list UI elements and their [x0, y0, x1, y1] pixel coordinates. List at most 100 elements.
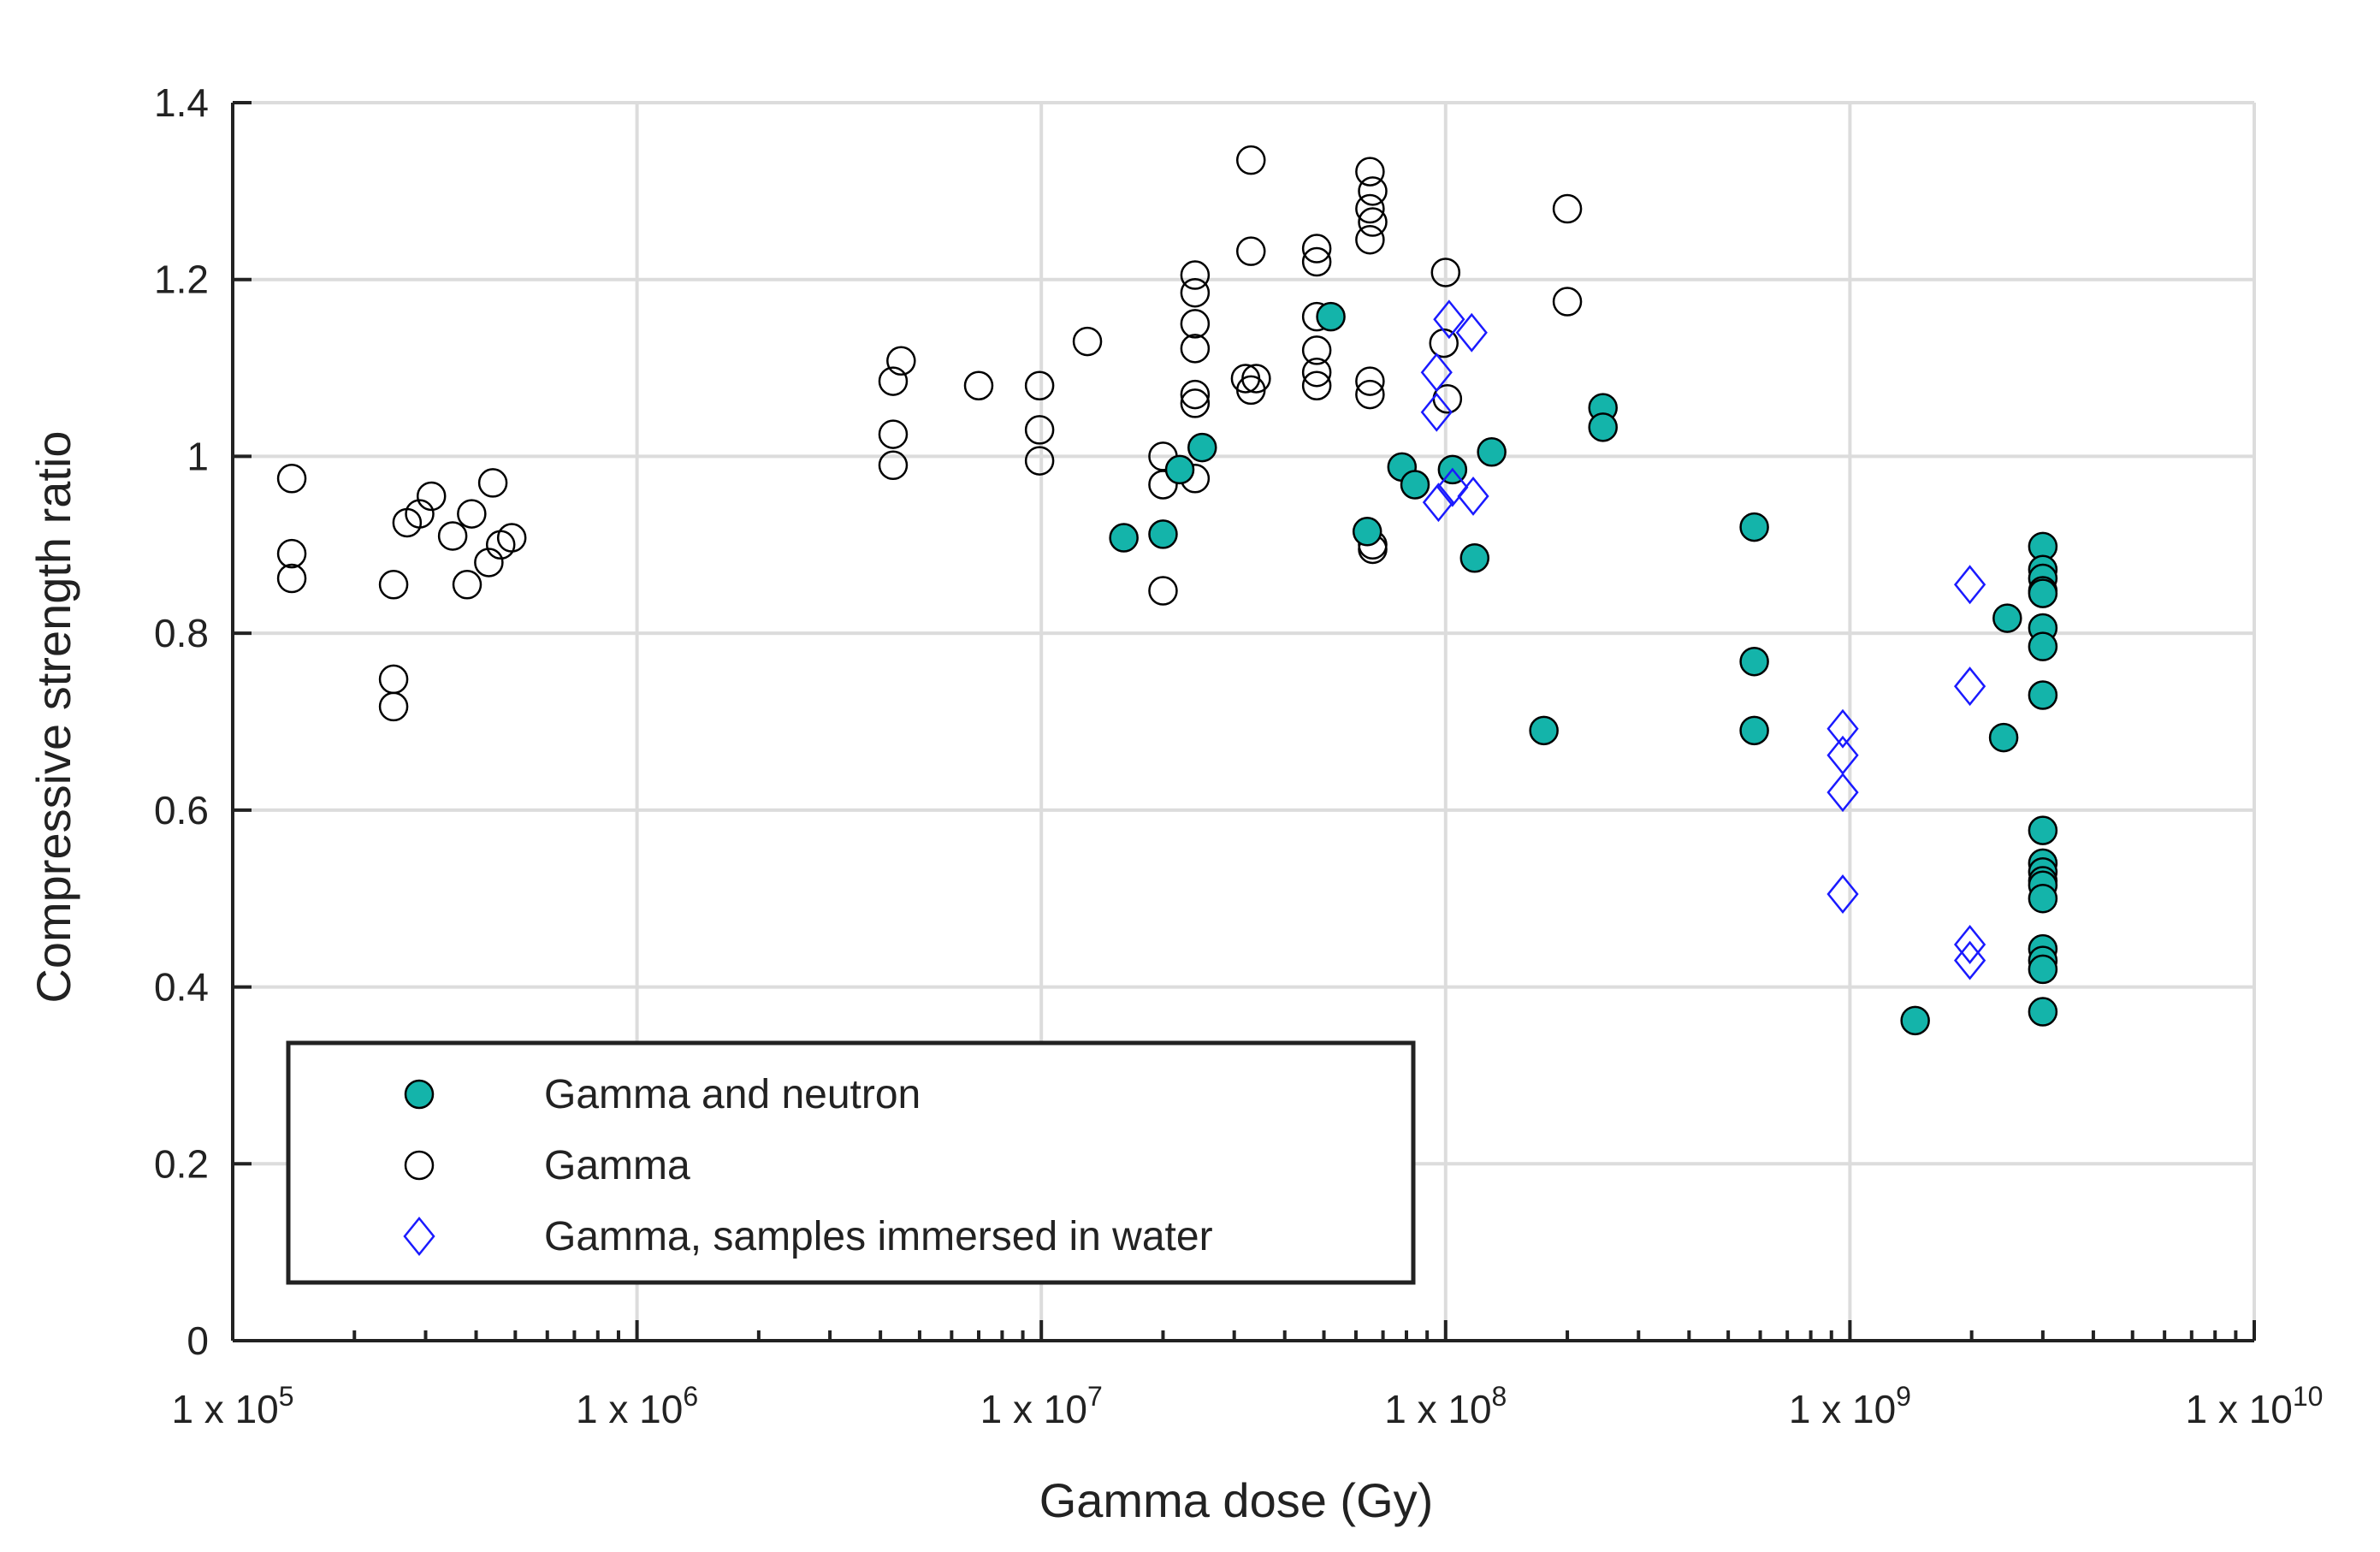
data-point [1164, 454, 1195, 485]
legend-marker [404, 1150, 435, 1181]
data-point [1358, 207, 1388, 237]
data-point [1301, 234, 1332, 264]
data-point [963, 370, 994, 400]
x-tick-label: 1 x 107 [980, 1381, 1103, 1431]
data-point [1739, 512, 1769, 542]
legend-label: Gamma, samples immersed in water [544, 1214, 1213, 1259]
data-points [276, 145, 2058, 1036]
data-point [1072, 326, 1103, 357]
data-point [878, 366, 909, 396]
data-point [1148, 470, 1178, 500]
data-point [1953, 666, 1986, 707]
y-tick-label: 0.2 [154, 1141, 209, 1186]
axes [231, 101, 2256, 1342]
data-point [1433, 299, 1465, 340]
data-point [378, 691, 409, 722]
y-tick-label: 0.6 [154, 788, 209, 832]
data-point [477, 468, 508, 498]
series-gamma-and-neutron [1109, 301, 2058, 1036]
data-point [1180, 334, 1211, 364]
x-tick-label: 1 x 105 [171, 1381, 293, 1431]
data-point [457, 499, 487, 529]
data-point [1235, 236, 1266, 266]
data-point [1301, 370, 1332, 400]
data-point [2028, 631, 2058, 661]
data-point [1953, 924, 1986, 964]
data-point [878, 419, 909, 449]
data-point [1355, 224, 1385, 255]
data-point [1358, 176, 1388, 206]
legend: Gamma and neutron Gamma Gamma, samples imm… [286, 1040, 1416, 1285]
data-point [1739, 646, 1769, 677]
y-tick-label: 0.8 [154, 611, 209, 655]
data-point [1826, 708, 1859, 749]
data-point [1992, 603, 2022, 633]
legend-marker [403, 1217, 435, 1256]
grid-lines [231, 101, 2256, 1342]
data-point [1826, 773, 1859, 813]
x-tick-label: 1 x 109 [1789, 1381, 1911, 1431]
data-point [1109, 523, 1139, 553]
data-point [1459, 543, 1490, 573]
data-point [1235, 375, 1266, 406]
data-point [1355, 157, 1385, 187]
data-point [1400, 470, 1430, 500]
y-tick-label: 0.4 [154, 965, 209, 1010]
data-point [1301, 246, 1332, 277]
data-point [1420, 392, 1453, 432]
data-point [1457, 476, 1489, 516]
data-point [1024, 370, 1055, 400]
data-point [2028, 883, 2058, 914]
data-point [1455, 312, 1488, 352]
x-tick-label: 1 x 1010 [2186, 1381, 2324, 1431]
data-point [437, 521, 468, 551]
data-point [1529, 715, 1559, 746]
y-tick-label: 1 [186, 434, 209, 478]
data-point [1301, 335, 1332, 365]
data-point [1477, 437, 1507, 467]
data-point [1552, 193, 1583, 224]
x-tick-label: 1 x 106 [576, 1381, 698, 1431]
data-point [1024, 415, 1055, 445]
data-point [405, 499, 435, 529]
data-point [452, 570, 483, 600]
data-point [1180, 260, 1211, 290]
data-point [378, 570, 409, 600]
data-point [1739, 715, 1769, 746]
y-tick-label: 0 [186, 1318, 209, 1363]
data-point [2028, 954, 2058, 985]
data-point [2028, 680, 2058, 710]
data-point [1430, 258, 1461, 287]
x-tick-label: 1 x 108 [1384, 1381, 1507, 1431]
data-point [1148, 519, 1178, 549]
data-point [1422, 483, 1455, 523]
data-point [2028, 997, 2058, 1027]
series-gamma-samples-immersed-in-water [1420, 299, 1986, 980]
y-tick-label: 1.2 [154, 258, 209, 302]
data-point [1355, 366, 1385, 396]
data-point [1148, 576, 1178, 606]
data-point [1588, 412, 1618, 442]
data-point [1024, 446, 1055, 476]
data-point [886, 346, 916, 376]
legend-marker [404, 1079, 435, 1110]
data-point [1953, 565, 1986, 605]
data-point [1953, 940, 1986, 980]
data-point [496, 523, 527, 553]
legend-box [286, 1040, 1416, 1285]
data-point [1826, 874, 1859, 915]
series-gamma [276, 145, 1583, 722]
legend-label: Gamma and neutron [544, 1072, 921, 1117]
data-point [2028, 578, 2058, 608]
data-point [276, 563, 307, 594]
y-tick-label: 1.4 [154, 80, 209, 125]
legend-label: Gamma [544, 1143, 690, 1188]
data-point [1316, 301, 1346, 332]
data-point [1436, 467, 1469, 507]
data-point [1355, 193, 1385, 224]
data-point [416, 481, 447, 512]
tick-labels: 0 0.2 0.4 0.6 0.8 1 1.2 1.4 1 x 105 1 x 106 1 x 10… [154, 80, 2323, 1431]
data-point [1180, 388, 1211, 418]
data-point [1352, 517, 1382, 547]
